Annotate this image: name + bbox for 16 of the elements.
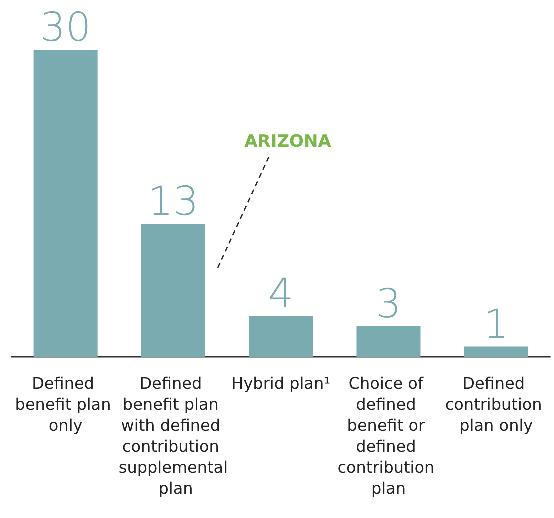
data-label: 13 (148, 178, 199, 225)
bar (464, 346, 528, 357)
x-tick-label: Defined benefit plan only (15, 374, 116, 435)
bar (141, 224, 206, 357)
data-label: 1 (484, 302, 510, 348)
annotation: ARIZONA (244, 132, 332, 152)
data-label: 3 (376, 281, 402, 328)
bar (34, 50, 98, 357)
x-tick-label: Defined benefit plan with defined contribution supplemental plan (118, 374, 228, 498)
bar (249, 316, 314, 357)
x-tick-label: Defined contribution plan only (445, 374, 548, 435)
data-label: 30 (40, 5, 92, 51)
bar (356, 326, 421, 357)
x-tick-label: Choice of defined benefit or defined contribution plan (338, 374, 440, 498)
x-tick-label: Hybrid plan¹ (232, 374, 331, 393)
data-label: 4 (268, 271, 294, 318)
